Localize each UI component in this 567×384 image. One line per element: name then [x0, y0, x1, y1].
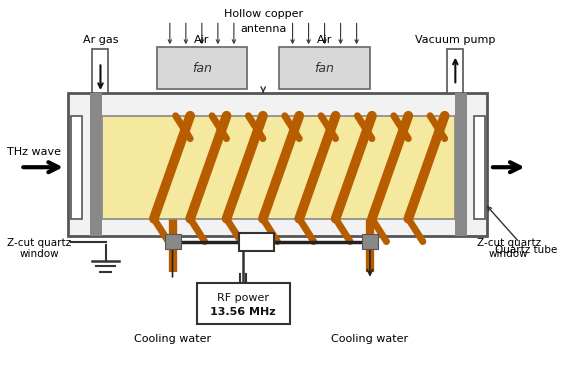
Text: Quartz tube: Quartz tube — [488, 207, 557, 255]
Text: fan: fan — [315, 61, 335, 74]
Text: Vacuum pump: Vacuum pump — [415, 35, 496, 45]
Bar — [447, 49, 463, 93]
Text: fan: fan — [192, 61, 212, 74]
Text: Z-cut quartz
window: Z-cut quartz window — [7, 238, 71, 259]
Text: Cooling water: Cooling water — [134, 334, 211, 344]
Text: Cooling water: Cooling water — [331, 334, 408, 344]
Bar — [156, 47, 247, 89]
Text: 13.56 MHz: 13.56 MHz — [210, 306, 276, 316]
Text: THz wave: THz wave — [7, 147, 61, 157]
Text: Z-cut quartz
window: Z-cut quartz window — [477, 238, 541, 259]
Text: Hollow copper: Hollow copper — [223, 9, 303, 19]
Bar — [69, 93, 488, 236]
Bar — [279, 47, 370, 89]
Bar — [71, 116, 82, 218]
Text: Air: Air — [317, 35, 332, 45]
Bar — [90, 93, 101, 236]
Bar — [362, 234, 378, 249]
Bar — [239, 233, 274, 251]
Bar — [101, 116, 455, 218]
Bar — [474, 116, 485, 218]
Bar — [197, 283, 290, 324]
Bar — [164, 234, 180, 249]
Bar — [92, 49, 108, 93]
Text: Air: Air — [194, 35, 210, 45]
Text: antenna: antenna — [240, 24, 286, 34]
Text: Ar gas: Ar gas — [83, 35, 119, 45]
Bar — [455, 93, 467, 236]
Text: RF power: RF power — [217, 293, 269, 303]
